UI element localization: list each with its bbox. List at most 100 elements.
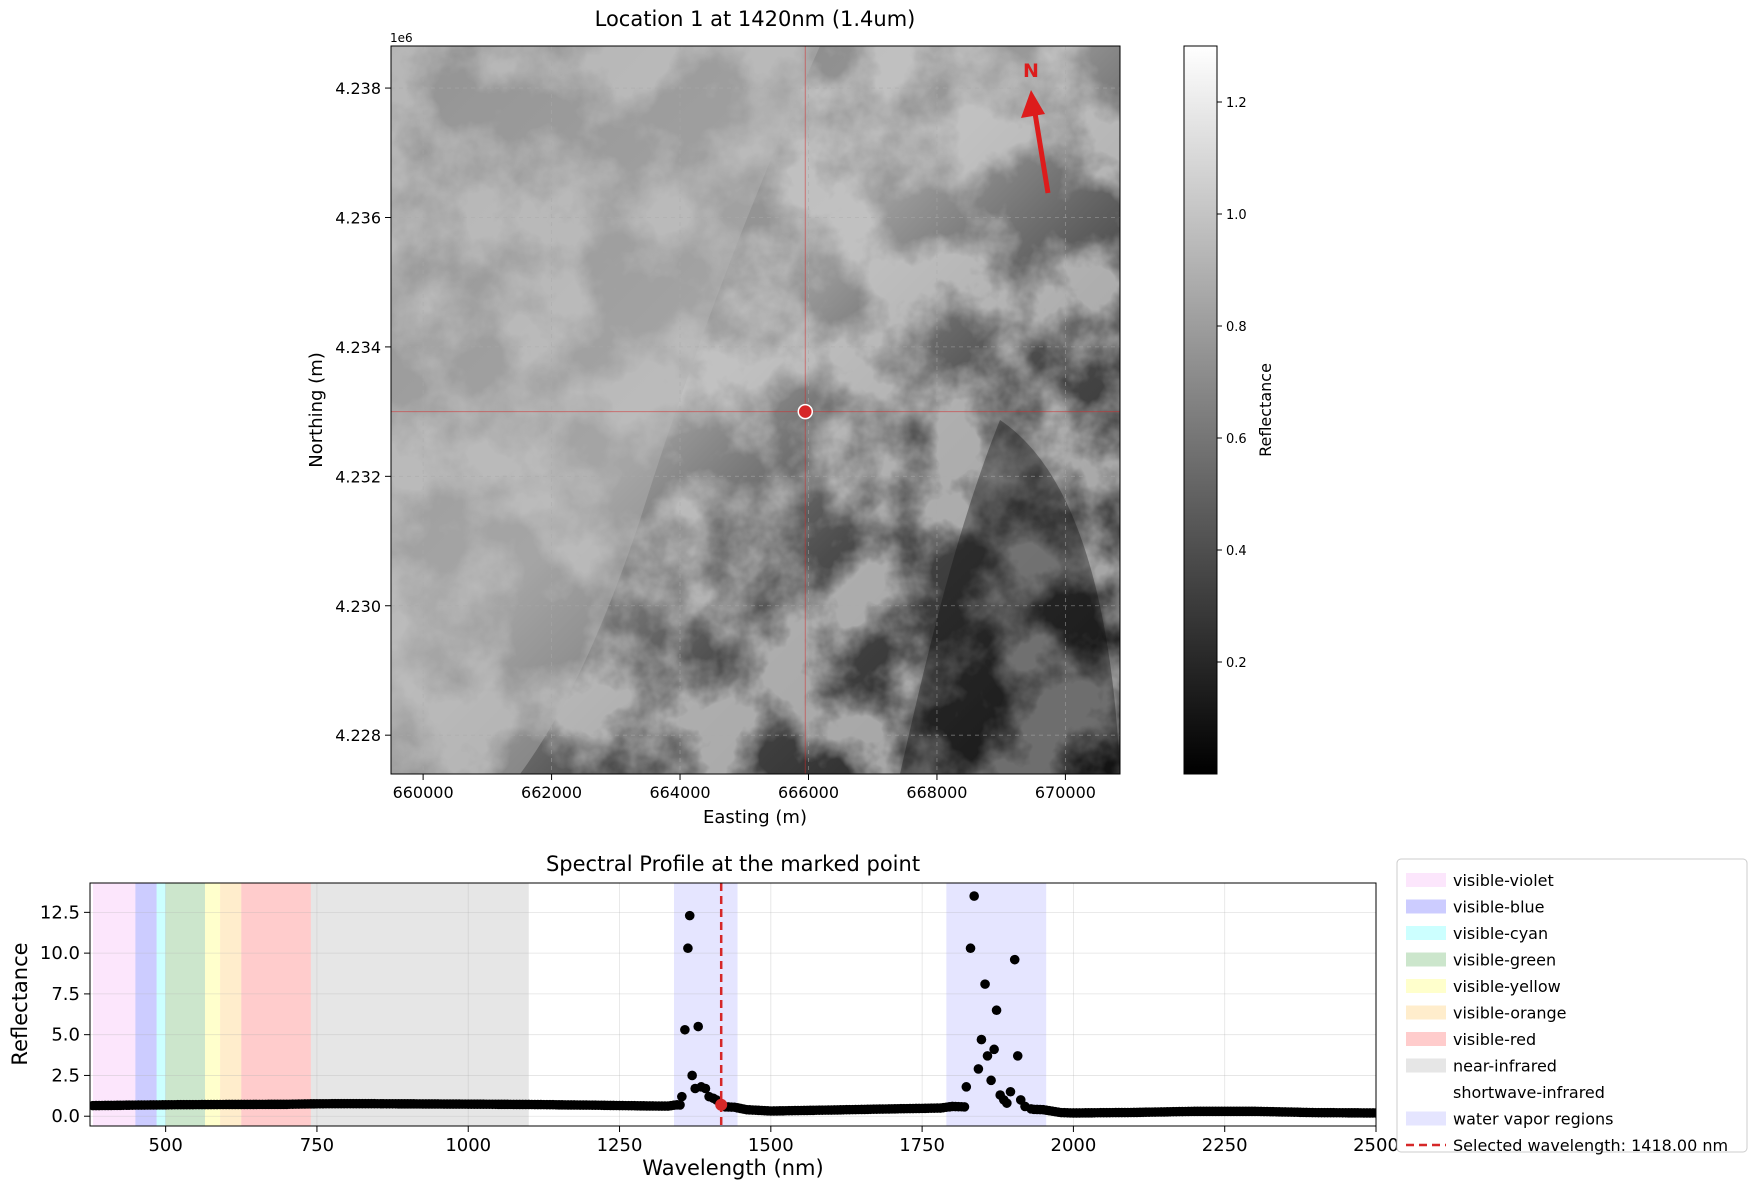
spectral-x-tick-label: 2000: [1051, 1135, 1097, 1156]
legend-label: visible-yellow: [1453, 977, 1561, 996]
legend-label: visible-red: [1453, 1030, 1536, 1049]
spectral-x-tick-label: 2250: [1202, 1135, 1248, 1156]
spectral-point: [1371, 1108, 1376, 1118]
spectral-point: [1009, 954, 1020, 965]
legend-label: Selected wavelength: 1418.00 nm: [1453, 1136, 1728, 1155]
spectral-point: [980, 979, 990, 989]
colorbar-ticks: 0.2 0.4 0.6 0.8 1.0 1.2: [1217, 96, 1247, 671]
spectral-x-tick-label: 1500: [748, 1135, 794, 1156]
marked-point: [797, 403, 814, 420]
colorbar-tick-label: 1.0: [1226, 208, 1247, 223]
legend-swatch: [1406, 926, 1446, 940]
spectral-point: [965, 943, 976, 954]
spectral-y-tick-label: 10.0: [40, 943, 80, 964]
spectral-point: [959, 1102, 970, 1112]
colorbar-tick-label: 0.2: [1226, 656, 1247, 671]
map-ylabel: Northing (m): [306, 352, 327, 467]
map-x-tick-label: 668000: [906, 783, 967, 802]
map-y-tick-label: 4.238: [335, 79, 381, 98]
spectral-region: [528, 883, 1376, 1126]
map-y-tick-label: 4.232: [335, 467, 381, 486]
legend-swatch: [1406, 1111, 1446, 1126]
spectral-point: [991, 1005, 1002, 1016]
north-arrow: N: [1021, 60, 1051, 194]
spectral-x-ticks: 500 750 1000 1250 1500 1750 2000 2250 2500: [148, 1126, 1399, 1156]
spectral-region: [310, 883, 529, 1126]
map-image: [391, 46, 1120, 774]
legend-label: visible-blue: [1453, 898, 1545, 917]
colorbar-tick-label: 0.4: [1226, 544, 1247, 559]
map-x-tick-label: 662000: [521, 783, 582, 802]
legend-swatch: [1406, 979, 1446, 993]
spectral-region: [93, 883, 136, 1126]
spectral-point: [976, 1034, 987, 1045]
legend: visible-violet visible-blue visible-cyan vi…: [1396, 858, 1748, 1155]
map-xlabel: Easting (m): [703, 807, 807, 828]
spectral-region: [204, 883, 221, 1126]
map-y-tick-label: 4.228: [335, 726, 381, 745]
map-x-ticks: 660000 662000 664000 666000 668000 670000: [393, 774, 1096, 802]
spectral-point: [700, 1083, 711, 1094]
legend-label: near-infrared: [1453, 1057, 1557, 1076]
legend-label: water vapor regions: [1453, 1110, 1614, 1129]
spectral-point: [969, 891, 979, 901]
spectral-y-tick-label: 0.0: [51, 1106, 80, 1127]
legend-label: visible-green: [1453, 951, 1556, 970]
spectral-x-tick-label: 750: [300, 1135, 334, 1156]
legend-label: shortwave-infrared: [1453, 1083, 1605, 1102]
spectral-region: [946, 883, 1047, 1126]
spectral-regions: [93, 883, 1376, 1126]
map-y-ticks: 4.228 4.230 4.232 4.234 4.236 4.238: [335, 79, 391, 745]
spectral-point: [687, 1070, 697, 1081]
map-x-tick-label: 666000: [778, 783, 839, 802]
spectral-x-tick-label: 2500: [1353, 1135, 1399, 1156]
spectral-title: Spectral Profile at the marked point: [546, 852, 920, 876]
selected-wavelength-point: [715, 1098, 728, 1111]
spectral-point: [693, 1021, 704, 1032]
spectral-point: [684, 910, 695, 921]
north-arrow-label: N: [1023, 60, 1039, 82]
map-y-offset: 1e6: [390, 31, 413, 45]
spectral-point: [1002, 1098, 1012, 1108]
spectral-x-tick-label: 1250: [597, 1135, 643, 1156]
spectral-points: [90, 891, 1376, 1118]
spectral-ylabel: Reflectance: [8, 942, 32, 1065]
spectral-point: [677, 1091, 687, 1102]
colorbar-label: Reflectance: [1256, 363, 1275, 457]
legend-swatch: [1406, 1085, 1446, 1099]
spectral-x-tick-label: 1750: [899, 1135, 945, 1156]
spectral-grid: [90, 883, 1377, 1126]
spectral-point: [989, 1044, 999, 1055]
legend-swatch: [1406, 1058, 1446, 1073]
spectral-y-ticks: 0.0 2.5 5.0 7.5 10.0 12.5: [40, 902, 90, 1127]
spectral-point: [1012, 1051, 1023, 1061]
spectral-region: [135, 883, 157, 1126]
spectral-point: [1005, 1086, 1016, 1097]
spectral-point: [683, 943, 693, 954]
spectral-region: [241, 883, 311, 1126]
legend-label: visible-violet: [1453, 871, 1554, 890]
spectral-point: [961, 1082, 972, 1092]
map-x-tick-label: 660000: [393, 783, 454, 802]
spectral-frame: [89, 882, 1377, 1127]
spectral-y-tick-label: 5.0: [51, 1025, 80, 1046]
spectral-x-tick-label: 500: [148, 1135, 182, 1156]
legend-label: visible-cyan: [1453, 924, 1548, 943]
legend-swatch: [1406, 952, 1446, 967]
spectral-region: [220, 883, 242, 1126]
legend-swatch: [1406, 873, 1446, 887]
spectral-point: [680, 1024, 690, 1035]
spectral-point: [973, 1064, 984, 1074]
legend-label: visible-orange: [1453, 1004, 1567, 1023]
map-frame: [390, 45, 1121, 775]
colorbar-tick-label: 0.8: [1226, 320, 1247, 335]
spectral-y-tick-label: 7.5: [51, 984, 80, 1005]
colorbar-tick-label: 0.6: [1226, 432, 1247, 447]
spectral-point: [982, 1051, 993, 1061]
legend-swatch: [1406, 1005, 1446, 1020]
spectral-point: [986, 1075, 996, 1086]
legend-items: visible-violet visible-blue visible-cyan vi…: [1406, 871, 1728, 1155]
map-x-tick-label: 664000: [649, 783, 710, 802]
spectral-y-tick-label: 2.5: [51, 1065, 80, 1086]
spectral-x-tick-label: 1000: [445, 1135, 491, 1156]
